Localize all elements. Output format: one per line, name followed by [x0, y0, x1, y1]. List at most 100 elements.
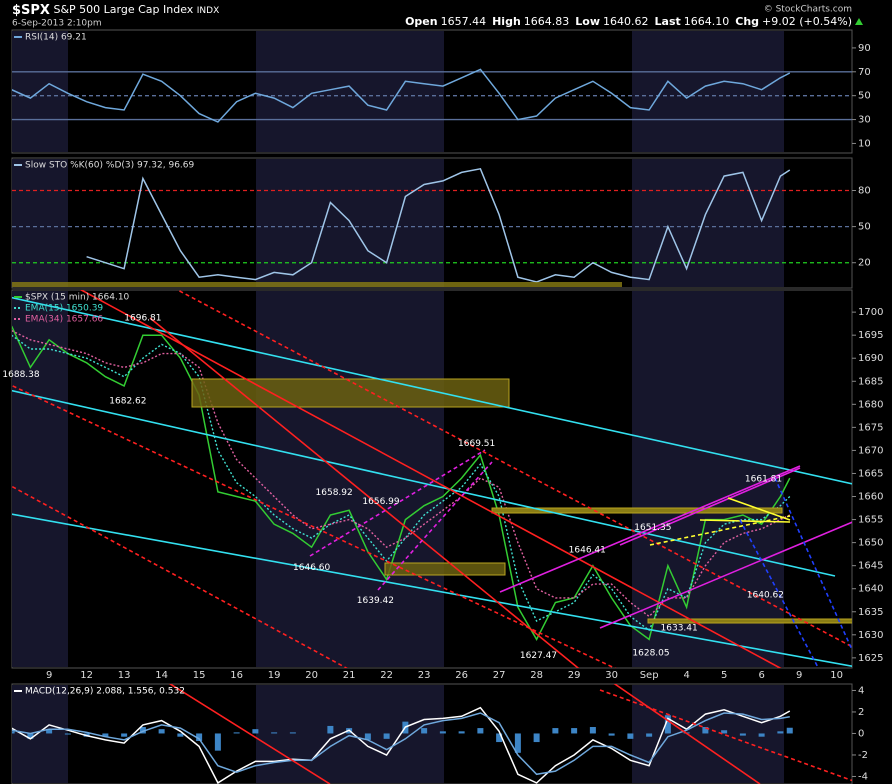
- price-annotation: 1651.35: [634, 523, 671, 533]
- histogram-bar: [158, 729, 165, 734]
- histogram-bar: [252, 729, 259, 734]
- y-tick-label: 30: [858, 115, 871, 126]
- histogram-bar: [552, 728, 559, 734]
- quote-label: Last: [655, 15, 681, 28]
- y-tick-label: 1675: [858, 422, 883, 433]
- y-tick-label: 1630: [858, 630, 883, 641]
- price-annotation: 1639.42: [357, 596, 394, 606]
- histogram-bar: [514, 733, 521, 753]
- trendline: [377, 461, 493, 591]
- trendline: [12, 513, 852, 668]
- x-tick-label: 5: [721, 670, 727, 681]
- panel: [12, 706, 793, 784]
- x-tick-label: 22: [380, 670, 393, 681]
- y-tick-label: -2: [858, 750, 868, 761]
- quote-label: Open: [405, 15, 438, 28]
- series-line: [86, 167, 791, 283]
- sto-decor: [12, 282, 622, 287]
- series-line: [12, 325, 791, 641]
- week-band: [256, 685, 444, 783]
- panel: [12, 325, 791, 641]
- price-annotation: 1628.05: [632, 648, 669, 658]
- trendline: [79, 290, 782, 668]
- x-tick-label: 23: [418, 670, 431, 681]
- y-tick-label: -4: [858, 771, 868, 782]
- y-tick-label: 50: [858, 91, 871, 102]
- x-tick-label: 4: [683, 670, 689, 681]
- histogram-bar: [627, 733, 634, 739]
- histogram-bar: [458, 731, 465, 734]
- price-annotation: 1661.81: [745, 475, 782, 485]
- series-line: [12, 68, 791, 123]
- y-tick-label: 70: [858, 67, 871, 78]
- histogram-bar: [533, 733, 540, 743]
- y-tick-label: 1640: [858, 584, 883, 595]
- panel: [12, 167, 852, 283]
- support-box: [12, 282, 622, 287]
- price-annotation: 1627.47: [520, 651, 557, 661]
- y-tick-label: 1645: [858, 561, 883, 572]
- y-tick-label: 80: [858, 186, 871, 197]
- price-annotation: 1669.51: [458, 439, 495, 449]
- x-tick-label: 20: [305, 670, 318, 681]
- histogram-bar: [383, 733, 390, 739]
- plot-area: [12, 68, 852, 784]
- histogram-bar: [121, 733, 128, 737]
- histogram-bar: [27, 733, 34, 739]
- x-tick-label: 28: [530, 670, 543, 681]
- week-band: [256, 31, 444, 152]
- trendline: [175, 290, 852, 648]
- histogram-bar: [12, 731, 15, 734]
- week-band: [12, 159, 68, 287]
- histogram-bar: [477, 728, 484, 734]
- x-tick-label: 21: [343, 670, 356, 681]
- histogram-bar: [589, 727, 596, 734]
- legend-entry: MACD(12,26,9) 2.088, 1.556, 0.532: [25, 687, 185, 697]
- histogram-bar: [364, 733, 371, 740]
- histogram-bar: [664, 715, 671, 734]
- y-tick-label: 1650: [858, 538, 883, 549]
- y-tick-label: 20: [858, 258, 871, 269]
- legend-entry: EMA(15) 1650.39: [25, 304, 103, 314]
- y-tick-label: 50: [858, 222, 871, 233]
- support-box: [384, 562, 506, 576]
- x-tick-label: 12: [80, 670, 93, 681]
- support-box: [491, 507, 783, 514]
- y-tick-label: 1635: [858, 607, 883, 618]
- histogram-bar: [46, 729, 53, 734]
- x-tick-label: 13: [118, 670, 131, 681]
- trendline: [309, 449, 486, 557]
- y-tick-label: 1625: [858, 653, 883, 664]
- y-tick-label: 4: [858, 685, 864, 696]
- histogram-bar: [739, 733, 746, 736]
- y-tick-label: 1670: [858, 445, 883, 456]
- histogram-bar: [758, 733, 765, 737]
- quote-label: High: [492, 15, 521, 28]
- y-tick-label: 1695: [858, 330, 883, 341]
- histogram-bar: [777, 731, 784, 734]
- histogram-bar: [721, 730, 728, 734]
- price-annotation: 1696.81: [124, 313, 161, 323]
- y-tick-label: 1700: [858, 307, 883, 318]
- histogram-bar: [327, 725, 334, 734]
- histogram-bar: [102, 733, 109, 737]
- histogram-bar: [702, 727, 709, 734]
- up-arrow: [855, 18, 863, 25]
- quote-label: Low: [575, 15, 600, 28]
- trendline: [613, 684, 761, 784]
- resistance-box: [191, 378, 510, 408]
- y-tick-label: 0: [858, 728, 864, 739]
- price-annotation: 1688.38: [2, 370, 39, 380]
- y-tick-label: 1690: [858, 353, 883, 364]
- trendline: [699, 519, 791, 523]
- quote-value: 1657.44: [441, 15, 487, 28]
- x-tick-label: 10: [830, 670, 843, 681]
- quote-value: +9.02 (+0.54%): [762, 15, 852, 28]
- price-annotation: 1682.62: [109, 397, 146, 407]
- price-annotation: 1646.41: [569, 546, 606, 556]
- x-tick-label: 26: [455, 670, 468, 681]
- series-line: [12, 712, 790, 776]
- exchange: INDX: [197, 6, 219, 16]
